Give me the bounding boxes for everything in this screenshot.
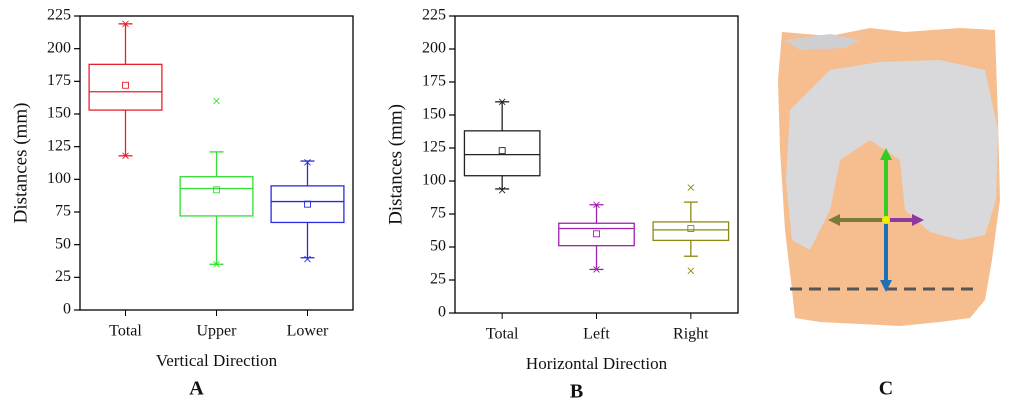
max-marker <box>687 184 695 191</box>
mean <box>304 200 311 208</box>
x-tick-label: Lower <box>287 323 329 340</box>
y-tick-label: 200 <box>422 40 446 57</box>
y-axis-label: Distances (mm) <box>385 104 406 225</box>
panel-label: A <box>189 378 204 400</box>
y-tick-label: 0 <box>438 304 446 321</box>
mean <box>498 147 506 155</box>
mean <box>122 81 129 89</box>
y-tick-label: 50 <box>55 235 71 252</box>
y-tick-label: 25 <box>430 271 446 288</box>
mean <box>593 230 600 238</box>
y-tick-label: 150 <box>47 105 71 122</box>
mean <box>213 186 220 194</box>
box <box>270 185 345 224</box>
y-tick-label: 100 <box>422 172 446 189</box>
y-tick-label: 225 <box>422 7 446 24</box>
y-tick-label: 175 <box>47 72 71 89</box>
surface <box>786 60 998 250</box>
arrow-head <box>828 214 840 226</box>
y-tick-label: 125 <box>47 137 71 154</box>
y-tick-label: 150 <box>422 106 446 123</box>
max-marker <box>122 20 129 28</box>
x-axis-label: Vertical Direction <box>156 351 278 370</box>
x-tick-label: Left <box>583 326 610 343</box>
min-marker <box>593 266 600 273</box>
center-point <box>882 216 890 224</box>
y-axis-label: Distances (mm) <box>10 103 31 224</box>
y-tick-label: 75 <box>55 203 71 220</box>
max-marker <box>593 201 600 209</box>
panel-c-image <box>778 28 1000 326</box>
y-tick-label: 100 <box>47 170 71 187</box>
y-tick-label: 125 <box>422 139 446 156</box>
y-tick-label: 75 <box>430 205 446 222</box>
min-marker <box>498 186 506 194</box>
box <box>88 63 163 111</box>
y-tick-label: 225 <box>47 7 71 24</box>
y-tick-label: 200 <box>47 39 71 56</box>
min-marker <box>122 152 129 160</box>
panel-label: C <box>879 378 893 400</box>
y-tick-label: 175 <box>422 73 446 90</box>
y-tick-label: 50 <box>430 238 446 255</box>
x-tick-label: Total <box>486 326 519 343</box>
arrow-head <box>912 214 924 226</box>
arrow-head <box>880 280 892 292</box>
x-tick-label: Right <box>673 326 709 343</box>
max-marker <box>304 159 311 166</box>
max-marker <box>213 97 220 105</box>
x-axis-label: Horizontal Direction <box>526 354 668 373</box>
min-marker <box>304 255 311 263</box>
mean <box>687 225 695 232</box>
max-marker <box>498 98 506 106</box>
x-tick-label: Upper <box>197 323 238 340</box>
arrow-head <box>880 148 892 160</box>
panel-label: B <box>570 381 583 403</box>
y-tick-label: 0 <box>63 301 71 318</box>
box <box>558 222 635 247</box>
box <box>652 221 730 242</box>
box <box>463 130 541 177</box>
box <box>179 176 254 217</box>
x-tick-label: Total <box>109 323 142 340</box>
min-marker <box>213 260 220 268</box>
shoulder <box>785 34 860 50</box>
y-tick-label: 25 <box>55 268 71 285</box>
min-marker <box>687 267 695 275</box>
